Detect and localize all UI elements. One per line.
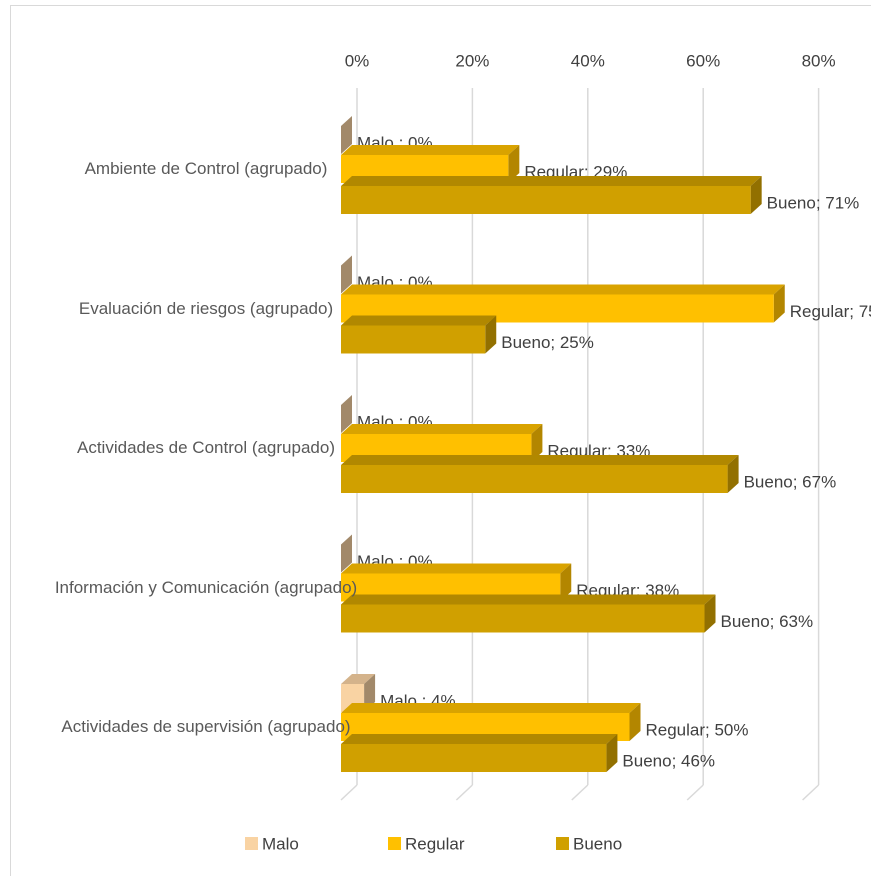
bar-top bbox=[341, 594, 716, 605]
bar-side bbox=[629, 703, 641, 741]
data-label: Bueno; 63% bbox=[721, 612, 814, 631]
bar-side bbox=[508, 145, 520, 183]
data-label: Bueno; 46% bbox=[622, 751, 715, 770]
bar-top bbox=[341, 315, 497, 326]
legend-swatch bbox=[556, 837, 569, 850]
x-tick-label: 0% bbox=[345, 51, 370, 70]
x-tick-label: 60% bbox=[686, 51, 720, 70]
legend-swatch bbox=[245, 837, 258, 850]
bar-top bbox=[341, 176, 762, 186]
bar bbox=[341, 744, 607, 772]
bar-side bbox=[364, 674, 376, 712]
legend-label: Bueno bbox=[573, 834, 622, 853]
bar-side bbox=[341, 255, 352, 294]
bar-side bbox=[531, 424, 543, 462]
legend-swatch bbox=[388, 837, 401, 850]
data-label: Bueno; 71% bbox=[767, 193, 860, 212]
bar bbox=[341, 465, 728, 493]
x-tick-label: 40% bbox=[571, 51, 605, 70]
category-label: Información y Comunicación (agrupado) bbox=[54, 577, 358, 597]
grid-floor-line bbox=[686, 784, 704, 801]
bar-top bbox=[341, 284, 785, 295]
grid-floor-line bbox=[455, 784, 473, 801]
category-label: Actividades de supervisión (agrupado) bbox=[61, 717, 351, 736]
data-label: Regular; 75% bbox=[790, 302, 871, 321]
bar-side bbox=[727, 455, 739, 493]
bar-side bbox=[773, 284, 785, 323]
bar-top bbox=[341, 145, 520, 155]
x-tick-label: 20% bbox=[455, 51, 489, 70]
grid-floor-line bbox=[802, 784, 820, 801]
legend-label: Regular bbox=[405, 834, 465, 853]
x-tick-label: 80% bbox=[802, 51, 836, 70]
bar-side bbox=[704, 594, 716, 633]
bar-top bbox=[341, 563, 572, 574]
bar-side bbox=[485, 315, 497, 354]
data-label: Regular; 50% bbox=[646, 720, 749, 739]
bar-side bbox=[341, 116, 352, 154]
bar-top bbox=[341, 674, 376, 684]
category-label: Actividades de Control (agrupado) bbox=[77, 438, 335, 457]
bar-side bbox=[341, 534, 352, 573]
bar bbox=[341, 325, 486, 354]
grid-floor-line bbox=[571, 784, 589, 801]
bar-top bbox=[341, 703, 641, 713]
category-label: Ambiente de Control (agrupado) bbox=[84, 159, 328, 178]
chart-border bbox=[10, 5, 871, 876]
bar-side bbox=[750, 176, 762, 214]
bar-side bbox=[341, 395, 352, 433]
bar-top bbox=[341, 734, 618, 744]
bar bbox=[341, 186, 751, 214]
bar-side bbox=[606, 734, 618, 772]
bar-top bbox=[341, 424, 543, 434]
bar bbox=[341, 604, 705, 633]
bar-side bbox=[560, 563, 572, 602]
category-label: Evaluación de riesgos (agrupado) bbox=[78, 298, 334, 318]
data-label: Bueno; 25% bbox=[501, 333, 594, 352]
legend-label: Malo bbox=[262, 834, 299, 853]
data-label: Bueno; 67% bbox=[744, 472, 837, 491]
bar-top bbox=[341, 455, 739, 465]
grid-floor-line bbox=[340, 784, 358, 801]
